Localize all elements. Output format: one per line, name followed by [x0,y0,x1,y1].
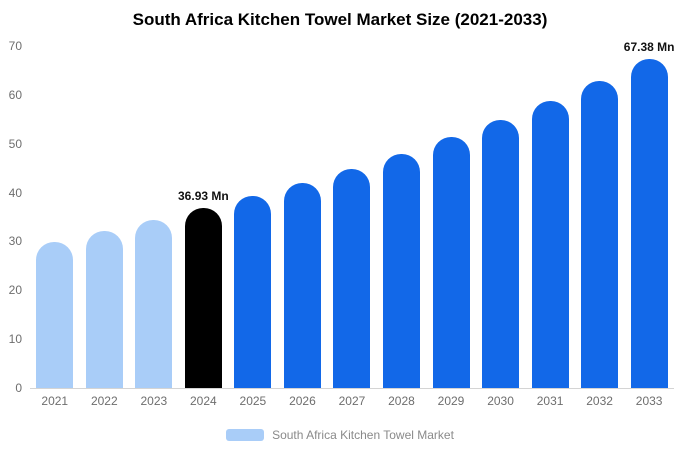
bar-slot-2028 [377,46,427,388]
data-label-2024: 36.93 Mn [178,188,229,203]
bar-2031[interactable] [531,101,569,388]
bar-slot-2025 [228,46,278,388]
bar-2030[interactable] [482,119,520,388]
bar-2022[interactable] [85,231,123,388]
bar-slot-2032 [575,46,625,388]
bar-slot-2029 [426,46,476,388]
bar-2025[interactable] [234,196,272,388]
y-tick-label-30: 30 [8,234,22,249]
bar-slot-2023 [129,46,179,388]
x-tick-label-2033: 2033 [635,394,663,408]
bar-slot-2026 [278,46,328,388]
bar-2026[interactable] [283,182,321,388]
x-axis-labels: 2021 2022 2023 2024 2025 2026 2027 2028 2029 2030… [30,394,674,408]
x-tick-label-2027: 2027 [338,394,366,408]
y-tick-label-40: 40 [8,185,22,200]
plot-wrap: 36.93 Mn 67.38 Mn [30,40,674,389]
x-tick-label-2026: 2026 [289,394,316,408]
x-tick-label-2031: 2031 [536,394,564,408]
bar-2027[interactable] [333,168,371,388]
bar-2033[interactable]: 67.38 Mn [624,40,674,388]
bar-2029[interactable] [432,137,470,388]
x-tick-label-2028: 2028 [388,394,415,408]
bar-slot-2024: 36.93 Mn [178,46,229,388]
legend-item[interactable]: South Africa Kitchen Towel Market [0,428,680,442]
x-tick-label-2022: 2022 [90,394,118,408]
y-axis: 0 10 20 30 40 50 60 70 [0,40,28,394]
bar-slot-2031 [525,46,575,388]
bar-slot-2027 [327,46,377,388]
x-tick-label-2025: 2025 [239,394,267,408]
bar-slot-2022 [80,46,130,388]
y-tick-label-70: 70 [8,39,22,53]
chart-title: South Africa Kitchen Towel Market Size (… [132,10,548,29]
y-tick-label-0: 0 [15,381,22,395]
bar-2032[interactable] [581,81,619,388]
x-tick-label-2023: 2023 [140,394,168,408]
x-tick-label-2030: 2030 [487,394,514,408]
x-tick-label-2021: 2021 [41,394,69,408]
y-tick-label-50: 50 [8,136,22,151]
x-tick-label-2024: 2024 [190,394,217,408]
legend-swatch-icon [226,429,265,441]
data-label-2033: 67.38 Mn [623,39,675,54]
y-tick-label-60: 60 [8,87,22,102]
bar-2021[interactable] [36,242,74,388]
bar-slot-2033: 67.38 Mn [624,40,674,388]
bar-slot-2021 [30,46,80,388]
bar-2023[interactable] [135,219,173,388]
x-tick-label-2032: 2032 [586,394,613,408]
legend-label: South Africa Kitchen Towel Market [272,428,454,442]
y-tick-label-10: 10 [8,332,22,347]
bar-slot-2030 [476,46,526,388]
bar-2024[interactable]: 36.93 Mn [178,189,229,388]
y-tick-label-20: 20 [8,283,22,298]
plot-area: 36.93 Mn 67.38 Mn [30,40,674,388]
x-tick-label-2029: 2029 [437,394,465,408]
bar-2028[interactable] [382,153,420,388]
